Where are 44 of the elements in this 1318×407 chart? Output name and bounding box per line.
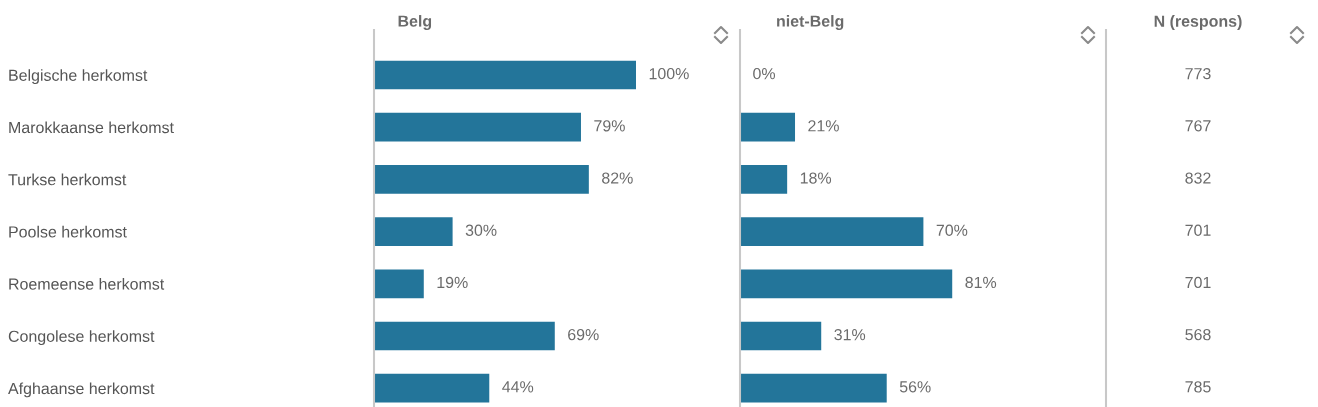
bar xyxy=(374,165,589,194)
y-tick-label: Afghaanse herkomst xyxy=(8,382,155,398)
data-label: 701 xyxy=(1185,224,1211,236)
bar xyxy=(740,217,924,246)
bar xyxy=(740,165,788,194)
data-label: 773 xyxy=(1185,67,1211,80)
bar xyxy=(374,269,424,299)
y-tick-label: Belgische herkomst xyxy=(9,69,148,85)
bar xyxy=(374,373,490,403)
chart-title: niet-Belg xyxy=(777,15,844,30)
data-label: 568 xyxy=(1185,328,1211,341)
data-label: 701 xyxy=(1185,276,1211,289)
y-tick-label: Turkse herkomst xyxy=(8,173,127,186)
bar xyxy=(374,321,555,351)
chart-title: Belg xyxy=(398,15,432,30)
data-label: 56% xyxy=(899,381,931,393)
bar xyxy=(740,269,953,299)
text: N (respons) xyxy=(1154,15,1242,30)
data-label: 19% xyxy=(437,276,468,289)
data-label: 785 xyxy=(1185,381,1211,393)
data-label: 81% xyxy=(965,276,997,289)
data-label: 31% xyxy=(834,328,866,341)
data-label: 30% xyxy=(465,224,497,236)
bar xyxy=(374,217,453,246)
y-tick-label: Poolse herkomst xyxy=(9,225,127,238)
data-label: 832 xyxy=(1185,172,1211,184)
data-label: 767 xyxy=(1185,120,1211,132)
bar xyxy=(374,112,581,142)
bar xyxy=(740,112,796,142)
data-label: 44% xyxy=(502,381,534,393)
y-tick-label: Congolese herkomst xyxy=(8,330,155,346)
data-label: 82% xyxy=(602,172,633,184)
data-label: 79% xyxy=(594,120,625,132)
data-label: 70% xyxy=(936,224,968,236)
y-tick-label: Roemeense herkomst xyxy=(9,278,165,290)
y-tick-label: Marokkaanse herkomst xyxy=(9,121,174,134)
data-label: 0% xyxy=(753,67,776,80)
data-label: 69% xyxy=(568,328,599,341)
bar xyxy=(374,60,636,90)
data-label: 18% xyxy=(800,172,832,184)
bar xyxy=(740,321,822,351)
bar xyxy=(740,373,887,403)
data-label: 21% xyxy=(808,120,839,132)
data-label: 100% xyxy=(649,67,689,80)
